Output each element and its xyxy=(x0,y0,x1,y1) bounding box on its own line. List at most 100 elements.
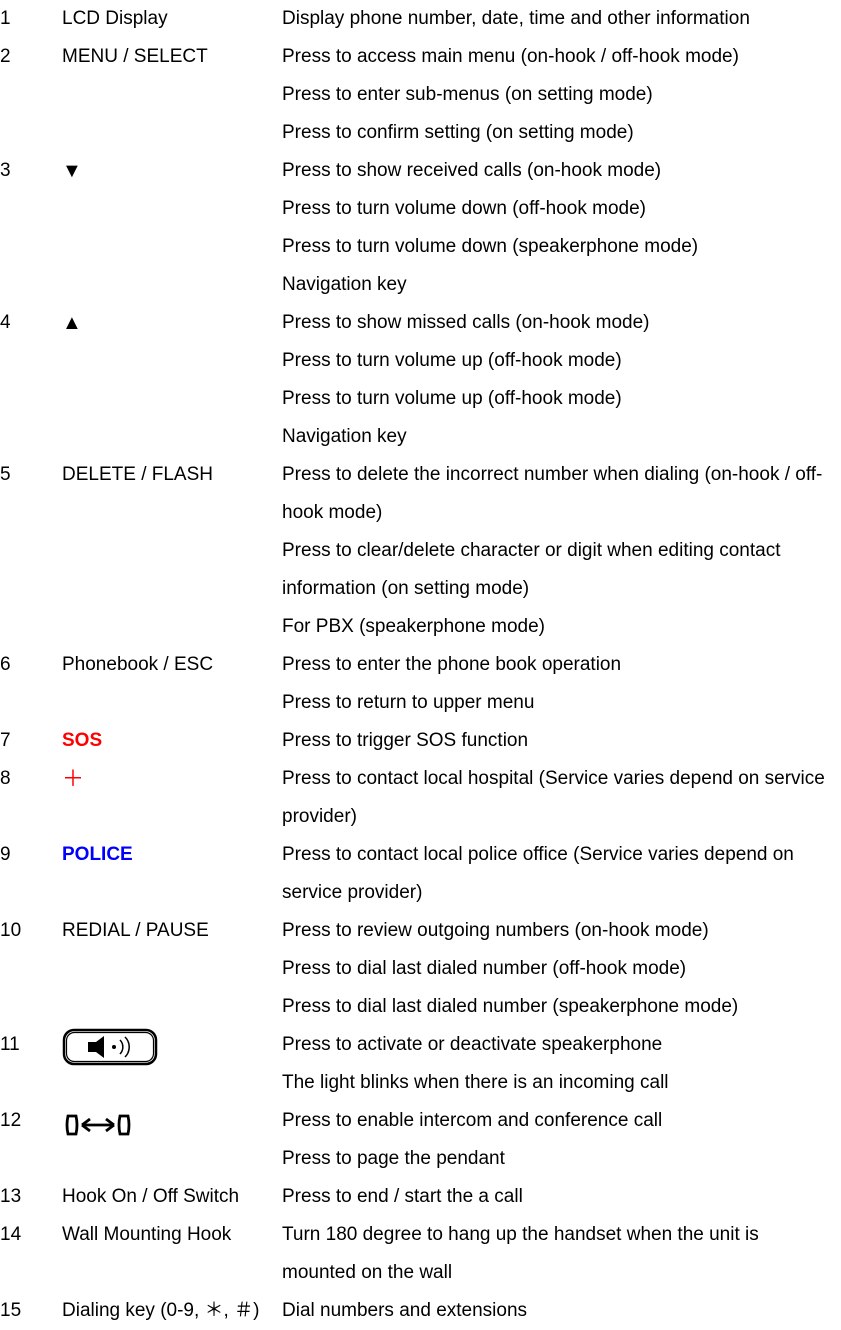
description-line: For PBX (speakerphone mode) xyxy=(282,608,835,646)
row-name xyxy=(62,1026,282,1066)
row-name-text: ▼ xyxy=(62,152,82,190)
description-line: Press to activate or deactivate speakerp… xyxy=(282,1026,835,1064)
row-name-text: Hook On / Off Switch xyxy=(62,1186,239,1207)
button-reference-table: 1LCD Display Display phone number, date, … xyxy=(0,0,841,1330)
row-description: Press to end / start the a call xyxy=(282,1178,841,1216)
row-description: Press to show missed calls (on-hook mode… xyxy=(282,304,841,456)
description-line: Press to contact local police office (Se… xyxy=(282,836,835,912)
row-name: Dialing key (0-9, ＊, ＃) xyxy=(62,1292,282,1330)
row-number: 11 xyxy=(0,1026,62,1064)
row-name: ＋ xyxy=(62,760,282,800)
row-description: Press to trigger SOS function xyxy=(282,722,841,760)
description-line: Press to contact local hospital (Service… xyxy=(282,760,835,836)
row-name: LCD Display xyxy=(62,0,282,38)
description-line: Press to access main menu (on-hook / off… xyxy=(282,38,835,76)
row-name: DELETE / FLASH xyxy=(62,456,282,494)
table-row: 4▲ Press to show missed calls (on-hook mo… xyxy=(0,304,841,456)
description-line: The light blinks when there is an incomi… xyxy=(282,1064,835,1102)
row-description: Display phone number, date, time and oth… xyxy=(282,0,841,38)
row-number: 10 xyxy=(0,912,62,950)
description-line: Dial numbers and extensions xyxy=(282,1292,835,1330)
description-line: Turn 180 degree to hang up the handset w… xyxy=(282,1216,835,1292)
description-line: Navigation key xyxy=(282,266,835,304)
row-name xyxy=(62,1102,282,1144)
description-line: Press to turn volume up (off-hook mode) xyxy=(282,380,835,418)
row-description: Turn 180 degree to hang up the handset w… xyxy=(282,1216,841,1292)
row-name: SOS xyxy=(62,722,282,760)
row-number: 12 xyxy=(0,1102,62,1140)
row-name: POLICE xyxy=(62,836,282,874)
row-number: 1 xyxy=(0,0,62,38)
row-number: 5 xyxy=(0,456,62,494)
table-row: 10REDIAL / PAUSE Press to review outgoing… xyxy=(0,912,841,1026)
description-line: Press to turn volume up (off-hook mode) xyxy=(282,342,835,380)
table-row: 13Hook On / Off Switch Press to end / sta… xyxy=(0,1178,841,1216)
row-name: Wall Mounting Hook xyxy=(62,1216,282,1254)
row-number: 3 xyxy=(0,152,62,190)
row-name-text: POLICE xyxy=(62,844,133,865)
description-line: Display phone number, date, time and oth… xyxy=(282,0,835,38)
table-row: 2MENU / SELECT Press to access main menu … xyxy=(0,38,841,152)
description-line: Press to show received calls (on-hook mo… xyxy=(282,152,835,190)
table-row: 12 Press to enable intercom and conferenc… xyxy=(0,1102,841,1178)
description-line: Navigation key xyxy=(282,418,835,456)
row-name-text: SOS xyxy=(62,730,102,751)
intercom-button-icon xyxy=(62,1106,134,1144)
row-name-text: Phonebook / ESC xyxy=(62,654,213,675)
table-row: 6Phonebook / ESC Press to enter the phone… xyxy=(0,646,841,722)
description-line: Press to turn volume down (speakerphone … xyxy=(282,228,835,266)
table-row: 15Dialing key (0-9, ＊, ＃) Dial numbers an… xyxy=(0,1292,841,1330)
row-name: REDIAL / PAUSE xyxy=(62,912,282,950)
description-line: Press to enter the phone book operation xyxy=(282,646,835,684)
table-row: 9POLICEPress to contact local police off… xyxy=(0,836,841,912)
row-description: Press to access main menu (on-hook / off… xyxy=(282,38,841,152)
table-row: 3▼ Press to show received calls (on-hook … xyxy=(0,152,841,304)
row-description: Press to enter the phone book operationP… xyxy=(282,646,841,722)
description-line: Press to enable intercom and conference … xyxy=(282,1102,835,1140)
row-description: Press to enable intercom and conference … xyxy=(282,1102,841,1178)
row-name: MENU / SELECT xyxy=(62,38,282,76)
row-number: 13 xyxy=(0,1178,62,1216)
row-name-text: Dialing key (0-9, ＊, ＃) xyxy=(62,1300,259,1321)
row-number: 15 xyxy=(0,1292,62,1330)
row-number: 2 xyxy=(0,38,62,76)
description-line: Press to end / start the a call xyxy=(282,1178,835,1216)
description-line: Press to trigger SOS function xyxy=(282,722,835,760)
row-number: 6 xyxy=(0,646,62,684)
row-number: 4 xyxy=(0,304,62,342)
description-line: Press to review outgoing numbers (on-hoo… xyxy=(282,912,835,950)
table-row: 11 Press to activate or deactivate speake… xyxy=(0,1026,841,1102)
row-name-text: DELETE / FLASH xyxy=(62,464,213,485)
description-line: Press to page the pendant xyxy=(282,1140,835,1178)
row-name-text: REDIAL / PAUSE xyxy=(62,920,209,941)
row-description: Dial numbers and extensions xyxy=(282,1292,841,1330)
row-description: Press to contact local hospital (Service… xyxy=(282,760,841,836)
row-name: ▼ xyxy=(62,152,282,191)
row-name-text: Wall Mounting Hook xyxy=(62,1224,231,1245)
description-line: Press to enter sub-menus (on setting mod… xyxy=(282,76,835,114)
row-number: 7 xyxy=(0,722,62,760)
row-number: 8 xyxy=(0,760,62,798)
description-line: Press to turn volume down (off-hook mode… xyxy=(282,190,835,228)
row-name-text: ▲ xyxy=(62,304,82,342)
row-name: Phonebook / ESC xyxy=(62,646,282,684)
row-description: Press to activate or deactivate speakerp… xyxy=(282,1026,841,1102)
row-name-text: LCD Display xyxy=(62,8,168,29)
row-name-text: MENU / SELECT xyxy=(62,46,208,67)
table-row: 1LCD Display Display phone number, date, … xyxy=(0,0,841,38)
row-number: 14 xyxy=(0,1216,62,1254)
row-name-text: ＋ xyxy=(62,760,84,797)
description-line: Press to return to upper menu xyxy=(282,684,835,722)
table-row: 7SOS Press to trigger SOS function xyxy=(0,722,841,760)
row-name: Hook On / Off Switch xyxy=(62,1178,282,1216)
description-line: Press to clear/delete character or digit… xyxy=(282,532,835,608)
speakerphone-button-icon xyxy=(62,1028,158,1066)
description-line: Press to dial last dialed number (speake… xyxy=(282,988,835,1026)
table-row: 5DELETE / FLASH Press to delete the incor… xyxy=(0,456,841,646)
row-description: Press to delete the incorrect number whe… xyxy=(282,456,841,646)
description-line: Press to show missed calls (on-hook mode… xyxy=(282,304,835,342)
description-line: Press to delete the incorrect number whe… xyxy=(282,456,835,532)
description-line: Press to confirm setting (on setting mod… xyxy=(282,114,835,152)
table-row: 14Wall Mounting Hook Turn 180 degree to h… xyxy=(0,1216,841,1292)
row-description: Press to show received calls (on-hook mo… xyxy=(282,152,841,304)
